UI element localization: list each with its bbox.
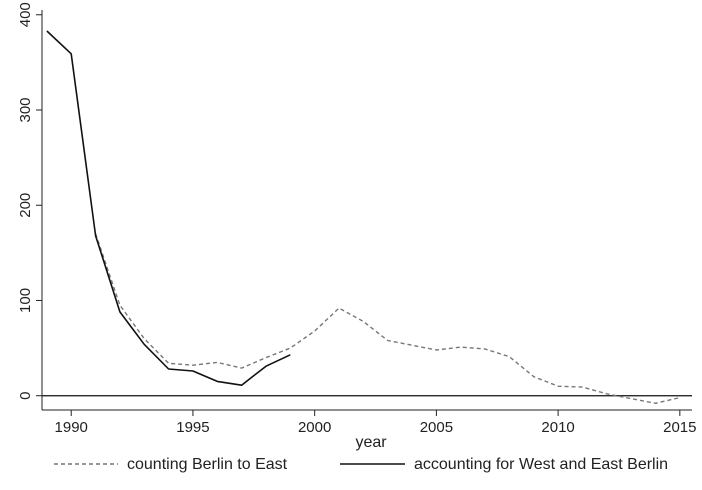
series-line-1 [94, 233, 680, 404]
x-tick-label: 1995 [176, 419, 209, 436]
y-axis: 0 100 200 300 400 [17, 2, 43, 410]
x-axis: 1990 1995 2000 2005 2010 2015 [42, 409, 697, 436]
y-tick-label: 200 [17, 193, 34, 218]
x-axis-title: year [355, 434, 387, 451]
y-tick-label: 0 [17, 392, 34, 400]
y-tick-label: 100 [17, 288, 34, 313]
legend-label-1: counting Berlin to East [127, 456, 288, 473]
x-tick-label: 2010 [541, 419, 574, 436]
x-tick-label: 2000 [298, 419, 331, 436]
x-tick-label: 1990 [55, 419, 88, 436]
plot-area [42, 30, 692, 404]
y-tick-label: 300 [17, 97, 34, 122]
x-tick-label: 2015 [663, 419, 696, 436]
x-tick-label: 2005 [420, 419, 453, 436]
legend: counting Berlin to East accounting for We… [54, 456, 668, 473]
y-tick-label: 400 [17, 2, 34, 27]
legend-label-2: accounting for West and East Berlin [414, 456, 668, 473]
series-line-2 [46, 30, 291, 387]
